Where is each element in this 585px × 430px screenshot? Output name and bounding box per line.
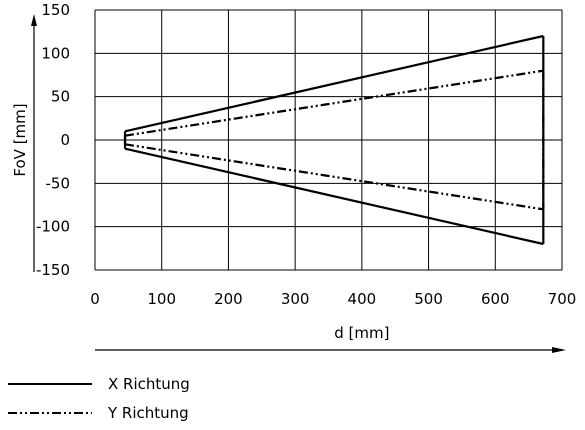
series-2-lower-line: [124, 143, 544, 211]
x-axis-arrowhead: [552, 347, 566, 353]
y-tick-label: -150: [36, 261, 70, 279]
y-tick-label: 100: [41, 44, 70, 62]
series-group: [123, 34, 545, 246]
legend-label-2: Y Richtung: [107, 404, 189, 422]
x-tick-label: 200: [214, 290, 243, 308]
series-1-upper-line: [124, 34, 544, 133]
x-tick-label: 600: [481, 290, 510, 308]
x-tick-label: 400: [348, 290, 377, 308]
x-axis-title: d [mm]: [334, 324, 389, 342]
tick-labels: 0 100 200 300 400 500 600 700150100500-50-100-1…: [36, 1, 576, 308]
series-1-lower-line: [124, 147, 544, 246]
y-tick-label: -100: [36, 218, 70, 236]
y-axis-title: FoV [mm]: [11, 103, 29, 176]
y-axis-arrowhead: [31, 14, 37, 26]
x-tick-label: 0: [90, 290, 100, 308]
x-tick-label: 700: [548, 290, 577, 308]
x-tick-label: 300: [281, 290, 310, 308]
series-2-upper-line: [124, 69, 544, 137]
x-tick-label: 100: [147, 290, 176, 308]
y-tick-label: 50: [51, 88, 70, 106]
y-tick-label: -50: [46, 174, 71, 192]
axes: [31, 14, 566, 353]
y-tick-label: 150: [41, 1, 70, 19]
legend-label-1: X Richtung: [108, 375, 190, 393]
x-tick-label: 500: [414, 290, 443, 308]
y-tick-label: 0: [60, 131, 70, 149]
legend: X Richtung Y Richtung: [8, 375, 190, 422]
grid: [94, 9, 563, 271]
